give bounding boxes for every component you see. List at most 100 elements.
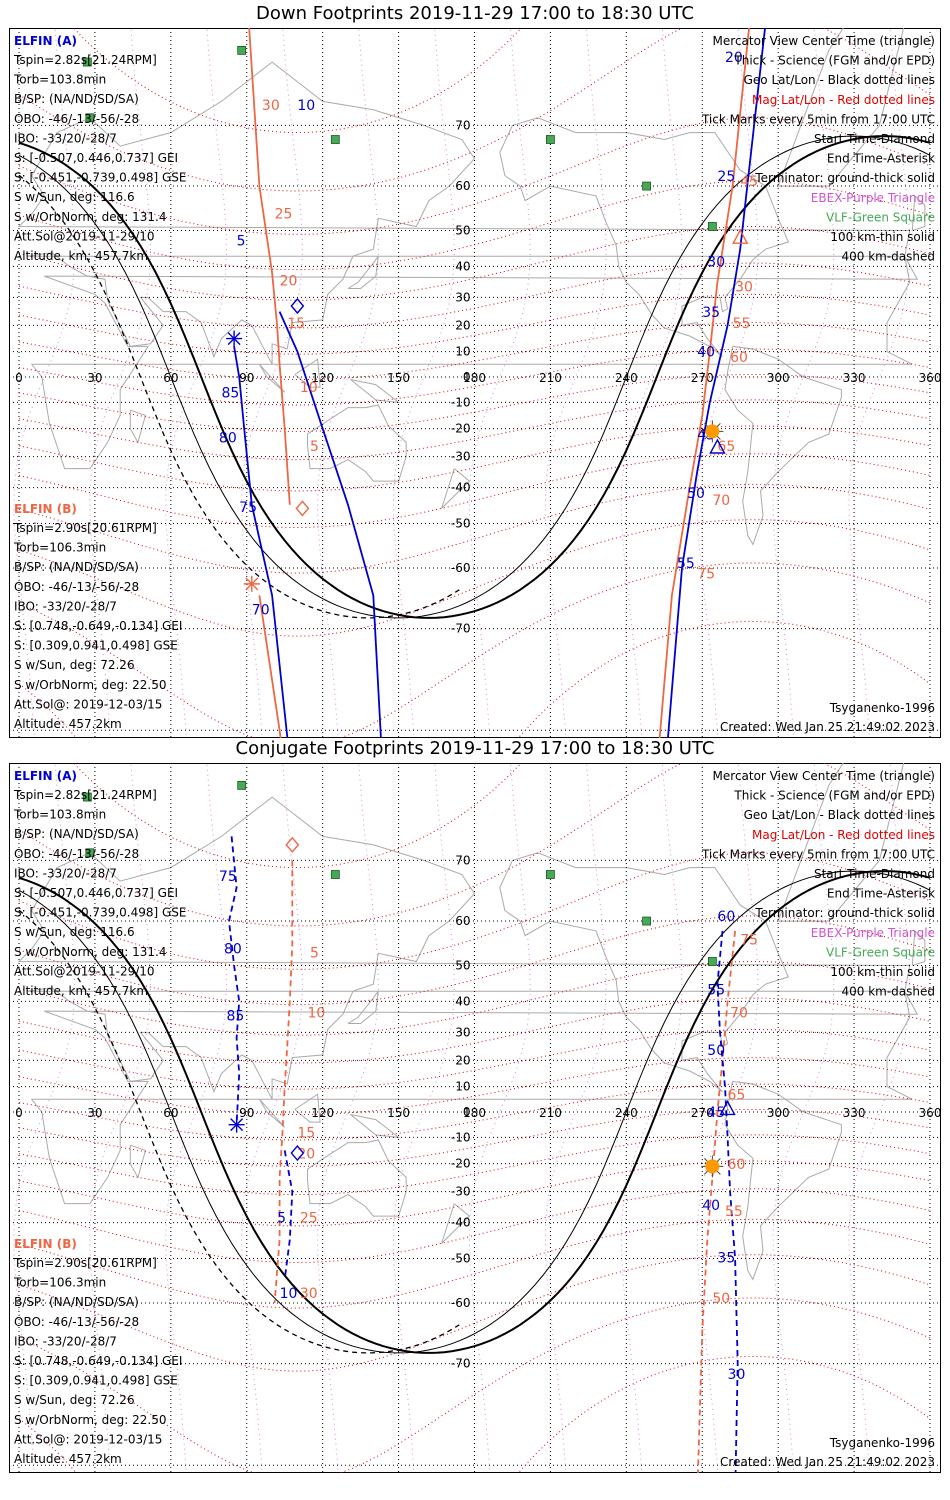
elfin-b-tick-label: 75 <box>697 566 715 582</box>
elfin-a-tick-label: 75 <box>219 869 237 885</box>
coastline <box>347 990 379 1024</box>
sun-icon <box>705 424 720 439</box>
elfin-b-info-line: S: [0.309,0.941,0.498] GSE <box>14 639 178 653</box>
elfin-a-tick-label: 70 <box>252 602 270 618</box>
lat-tick-label: 0 <box>463 1105 471 1119</box>
coastline <box>777 28 905 187</box>
model-label: Tsyganenko-1996 <box>829 701 935 715</box>
coastline <box>129 409 147 444</box>
elfin-b-tick-label: 55 <box>725 1204 743 1220</box>
elfin-b-tick-label: 5 <box>310 439 319 455</box>
elfin-b-info-line: Tspin=2.90s[20.61RPM] <box>13 1256 157 1270</box>
elfin-a-tick-label: 40 <box>697 345 715 361</box>
lat-tick-label: -50 <box>451 517 471 531</box>
lon-tick-label: 270 <box>691 371 714 385</box>
elfin-a-tick-label: 55 <box>677 556 695 572</box>
lat-tick-label: -20 <box>451 1157 471 1171</box>
vlf-green-square <box>237 780 247 790</box>
lon-tick-label: 300 <box>767 1106 790 1120</box>
elfin-b-info-line: S w/Sun, deg: 72.26 <box>14 658 135 672</box>
elfin-b-tick-label: 5 <box>310 945 319 961</box>
panel-1-title: Down Footprints 2019-11-29 17:00 to 18:3… <box>256 3 694 24</box>
elfin-b-tick-label: 65 <box>717 439 735 455</box>
elfin-b-tick-label: 10 <box>307 1005 325 1021</box>
legend-line: 400 km-dashed <box>841 985 935 999</box>
elfin-b-tick-label: 30 <box>262 98 280 114</box>
elfin-b-tick-label: 30 <box>735 279 753 295</box>
vlf-green-square <box>82 792 92 802</box>
elfin-a-info-line: Torb=103.8min <box>13 73 106 87</box>
elfin-b-info-line: B/SP: (NA/ND/SD/SA) <box>14 560 139 574</box>
lon-tick-label: 0 <box>15 371 23 385</box>
lat-tick-label: -30 <box>451 450 471 464</box>
legend-line: Thick - Science (FGM and/or EPD) <box>733 54 935 68</box>
elfin-b-info-line: S w/Sun, deg: 72.26 <box>14 1393 135 1407</box>
created-timestamp: Created: Wed Jan 25 21:49:02 2023 <box>720 1455 935 1469</box>
terminator-ground <box>18 870 931 1354</box>
mag-grid <box>13 28 931 738</box>
mag-parallel <box>18 562 931 738</box>
coastline <box>350 1114 401 1139</box>
elfin-a-tick-label: 35 <box>717 1251 735 1267</box>
elfin-b-tick-label: 25 <box>300 1211 318 1227</box>
elfin-a-tick-label: 85 <box>227 1008 245 1024</box>
coastline <box>499 117 789 358</box>
elfin-a-track <box>233 346 289 738</box>
elfin-a-info-line: S w/Sun, deg: 116.6 <box>14 925 135 939</box>
elfin-b-tick-label: 70 <box>712 493 730 509</box>
lon-tick-label: 240 <box>615 371 638 385</box>
lon-tick-label: 330 <box>843 371 866 385</box>
elfin-a-tick-label: 85 <box>221 385 239 401</box>
vlf-green-square <box>707 957 717 966</box>
elfin-a-tick-label: 30 <box>707 254 725 270</box>
lat-tick-label: -30 <box>451 1185 471 1199</box>
lat-tick-label: -10 <box>451 1130 471 1144</box>
legend-line: End Time-Asterisk <box>827 887 935 901</box>
elfin-a-info-line: Altitude, km: 457.7km <box>14 984 148 998</box>
legend-line: VLF-Green Square <box>826 210 935 224</box>
elfin-a-tick-label: 40 <box>702 1198 720 1214</box>
elfin-a-info-line: Att.Sol@2019-11-29/10 <box>14 229 155 243</box>
elfin-b-info-line: Att.Sol@: 2019-12-03/15 <box>14 697 162 711</box>
elfin-a-info-line: Tspin=2.82s[21.24RPM] <box>13 788 157 802</box>
legend-line: Start Time-Diamond <box>814 132 935 146</box>
elfin-a-track <box>667 28 766 738</box>
lon-tick-label: 300 <box>767 371 790 385</box>
coastline <box>911 929 926 966</box>
lat-tick-label: 30 <box>455 1025 470 1039</box>
lat-tick-label: 60 <box>455 914 470 928</box>
start-time-diamond <box>285 836 300 853</box>
lat-tick-label: 50 <box>455 958 470 972</box>
lon-tick-label: 330 <box>843 1106 866 1120</box>
start-time-diamond <box>290 1144 305 1162</box>
lon-tick-label: 120 <box>311 371 334 385</box>
elfin-a-tick-label: 25 <box>717 169 735 185</box>
axis-labels: 0 30 60 90 120 150 180 210 240 270 300 330 360-70-60… <box>15 853 941 1370</box>
time-tick-labels: 75 80 85 5 10 60 55 50 45 40 35 30 5 10 15 20 25 30 75 70 65… <box>219 869 758 1383</box>
elfin-b-info-line: Torb=106.3min <box>13 1276 106 1290</box>
elfin-b-tick-label: 75 <box>740 933 758 949</box>
elfin-a-track <box>278 311 382 738</box>
legend-line: Tick Marks every 5min from 17:00 UTC <box>701 847 935 861</box>
geo-grid <box>9 28 941 738</box>
footprint-tracks <box>233 28 766 738</box>
elfin-a-info-line: Torb=103.8min <box>13 808 106 822</box>
mag-parallel <box>18 1188 931 1264</box>
coastline <box>307 1139 407 1217</box>
coastline <box>441 468 471 509</box>
down-footprints-map: 0 30 60 90 120 150 180 210 240 270 300 330 360-70-60… <box>9 28 941 738</box>
elfin-a-tick-label: 10 <box>280 1286 298 1302</box>
lon-tick-label: 90 <box>239 1106 254 1120</box>
lat-tick-label: 40 <box>455 994 470 1008</box>
lat-tick-label: 40 <box>455 259 470 273</box>
mag-parallel <box>18 262 931 329</box>
mag-parallel <box>18 915 931 1006</box>
lat-tick-label: 60 <box>455 179 470 193</box>
coastline <box>30 990 919 1205</box>
elfin-b-label: ELFIN (B) <box>14 502 77 516</box>
markers <box>226 228 749 592</box>
terminator <box>18 135 931 619</box>
vlf-green-square <box>546 135 555 144</box>
elfin-a-info-line: IBO: -33/20/-28/7 <box>14 866 117 880</box>
legend-line: Geo Lat/Lon - Black dotted lines <box>744 808 935 822</box>
